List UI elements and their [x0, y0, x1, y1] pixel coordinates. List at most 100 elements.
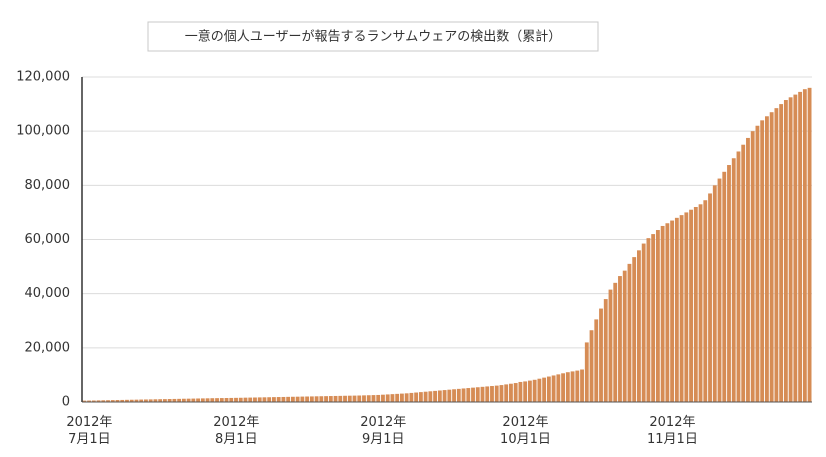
bar — [129, 399, 134, 402]
bar — [442, 390, 447, 402]
bar — [632, 257, 637, 402]
bar — [371, 395, 376, 402]
bar — [670, 220, 675, 402]
y-tick-label: 100,000 — [16, 124, 70, 139]
bar — [395, 393, 400, 402]
bar — [120, 399, 125, 402]
y-tick-label: 20,000 — [25, 340, 71, 355]
bar — [504, 384, 509, 402]
bar — [565, 372, 570, 402]
bar — [423, 391, 428, 402]
bar — [224, 398, 229, 402]
bar — [674, 217, 679, 402]
bar — [783, 100, 788, 402]
bar — [603, 299, 608, 402]
bar — [267, 397, 272, 402]
bar — [755, 125, 760, 402]
bar — [570, 371, 575, 402]
bar — [703, 200, 708, 402]
bar — [96, 400, 101, 402]
bar — [637, 250, 641, 402]
bar — [290, 396, 295, 402]
bar — [205, 398, 210, 402]
bar — [196, 398, 201, 402]
bar — [110, 400, 115, 402]
bar — [798, 91, 803, 402]
bar — [456, 388, 461, 402]
bar — [731, 158, 736, 402]
bar — [200, 398, 205, 402]
bar — [428, 391, 433, 402]
bar — [134, 399, 139, 402]
bar — [651, 234, 656, 402]
bar — [509, 383, 513, 402]
bar — [655, 230, 660, 402]
bar — [158, 399, 163, 402]
bar — [333, 395, 338, 402]
bar — [328, 396, 333, 402]
bar — [272, 397, 276, 402]
bar — [665, 223, 670, 402]
bar — [788, 97, 793, 402]
bar — [243, 397, 248, 402]
bar — [399, 393, 404, 402]
bar — [177, 398, 182, 402]
bar — [324, 396, 328, 402]
bar — [281, 396, 286, 402]
bar — [262, 397, 267, 402]
bar — [802, 89, 807, 402]
bar — [409, 392, 414, 402]
bar — [437, 390, 442, 402]
bar — [186, 398, 191, 402]
bar — [366, 395, 371, 402]
bar — [352, 395, 357, 402]
bar — [286, 396, 291, 402]
bar — [537, 378, 542, 402]
x-tick-label: 2012年 7月1日 — [66, 415, 112, 447]
bar — [490, 386, 494, 402]
bar — [144, 399, 148, 402]
bar — [253, 397, 257, 402]
bar — [433, 390, 438, 402]
bar — [172, 398, 177, 402]
bar — [162, 399, 167, 402]
bar — [485, 386, 490, 402]
bar — [613, 282, 618, 402]
bar — [101, 400, 106, 402]
bar — [532, 379, 537, 402]
bar — [418, 392, 423, 402]
bar — [404, 393, 409, 402]
bar — [589, 330, 594, 402]
y-tick-label: 60,000 — [25, 232, 71, 247]
bar — [461, 388, 466, 402]
bar — [608, 289, 613, 402]
bar — [793, 94, 798, 403]
bar — [82, 400, 87, 402]
bar — [475, 387, 480, 402]
bar — [106, 400, 110, 402]
bar — [580, 369, 584, 402]
bar — [575, 370, 580, 402]
bar — [234, 397, 238, 402]
bar — [300, 396, 305, 402]
y-tick-label: 80,000 — [25, 178, 71, 193]
bar — [769, 112, 774, 402]
bar — [314, 396, 319, 402]
bar — [708, 193, 712, 402]
bar — [717, 178, 722, 402]
bar — [736, 151, 741, 402]
bar — [646, 238, 651, 402]
bar — [376, 394, 381, 402]
bar — [357, 395, 362, 402]
bar — [660, 225, 665, 402]
bar — [414, 392, 419, 402]
bar — [381, 394, 385, 402]
bar — [91, 400, 96, 402]
bar — [87, 400, 91, 402]
bar — [627, 263, 632, 402]
bar — [309, 396, 314, 402]
x-tick-label: 2012年 10月1日 — [500, 415, 551, 447]
bar — [447, 389, 452, 402]
bar — [385, 394, 390, 402]
